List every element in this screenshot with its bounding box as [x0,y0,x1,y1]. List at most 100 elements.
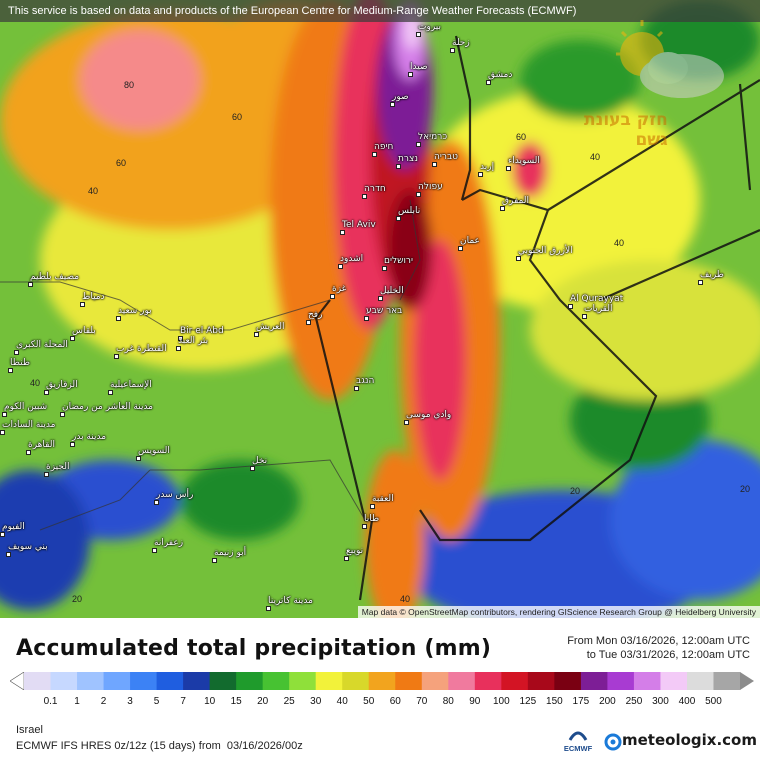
legend-swatch [686,672,714,690]
city-marker [408,72,413,77]
legend-value: 10 [204,696,216,707]
city-label: السويس [138,446,170,456]
legend-swatch [103,672,131,690]
legend-swatch [421,672,449,690]
legend-value: 2 [100,696,107,707]
city-marker [212,558,217,563]
city-marker [344,556,349,561]
city-label: נצרת [398,154,418,164]
city-marker [340,230,345,235]
city-marker [362,524,367,529]
legend-swatch [77,672,105,690]
city-label: Al Qurayyat [570,294,624,304]
contour-label: 20 [570,486,581,496]
ecmwf-notice: This service is based on data and produc… [0,0,760,22]
city-label: طنطا [10,358,31,368]
meteologix-icon [604,733,622,751]
watermark: חזק בעונת גשם [584,110,668,150]
legend-value: 80 [442,696,454,707]
city-marker [2,412,7,417]
city-marker [8,368,13,373]
legend-value: 400 [678,696,696,707]
city-label: חדרה [364,184,386,194]
city-marker [114,354,119,359]
city-label: المفرق [502,196,529,206]
legend-swatch [368,672,396,690]
city-label: اشدود [340,254,364,264]
contour-label: 20 [72,594,83,604]
legend-value: 125 [519,696,537,707]
legend-swatch [554,672,582,690]
city-marker [80,302,85,307]
city-label: صيدا [410,62,428,72]
chart-title: Accumulated total precipitation (mm) [16,636,492,661]
legend-value: 50 [363,696,375,707]
city-marker [136,456,141,461]
contour-label: 60 [516,132,527,142]
legend-value: 40 [336,696,348,707]
city-label: כרמיאל [418,132,448,142]
city-marker [516,256,521,261]
region-label: Israel [16,724,43,736]
city-marker [250,466,255,471]
ecmwf-logo[interactable]: ECMWF [560,728,596,756]
city-marker [70,336,75,341]
city-label: شبين الكوم [4,402,48,412]
city-marker [108,390,113,395]
city-label: Bir el Abd [180,326,224,336]
legend-swatch [183,672,211,690]
city-label: الفيوم [2,522,25,532]
city-label: أبو زنيمة [214,548,247,558]
city-label: مدينة كاترينا [268,596,313,606]
legend-arrow-left [10,672,25,690]
legend-swatch [633,672,661,690]
legend-value: 7 [180,696,186,707]
city-label: دمياط [82,292,105,302]
legend-labels: 0.1 1 2 3 5 7 10 15 20 25 30 40 50 60 70 80 90 100 125 150 1… [0,696,760,710]
legend-swatch [713,672,741,690]
city-label: الجيزة [46,462,70,472]
legend-swatch [289,672,317,690]
city-marker [478,172,483,177]
legend-arrow-right [740,672,754,690]
legend-value: 150 [546,696,563,707]
meteologix-text: meteologix.com [622,731,757,749]
from-date: From Mon 03/16/2026, 12:00am UTC [567,635,750,647]
city-marker [382,266,387,271]
city-label: المحلة الكبرى [16,340,68,350]
city-label: العريش [256,322,285,332]
city-marker [152,548,157,553]
city-label: مصيف بلطيم [30,272,80,282]
legend-value: 200 [599,696,616,707]
legend-swatch [342,672,370,690]
city-label: وادي موسى [406,410,452,420]
legend-value: 250 [625,696,643,707]
contour-label: 40 [590,152,601,162]
legend-swatch [501,672,529,690]
legend-value: 15 [230,696,242,707]
city-label: ירושלים [384,256,414,266]
legend-value: 0.1 [43,696,58,707]
contour-label: 80 [124,80,135,90]
city-marker [178,336,183,341]
legend-value: 300 [652,696,669,707]
city-marker [404,420,409,425]
city-marker [364,316,369,321]
city-marker [500,206,505,211]
city-marker [416,192,421,197]
city-label: بيروت [418,22,442,32]
city-label: مدينة بدر [72,432,107,442]
city-label: نويبع [346,546,364,556]
city-label: הנגב [356,376,375,386]
city-label: طريف [700,270,724,280]
city-label: طابا [364,514,380,524]
city-label: زحلة [452,38,470,48]
legend-swatch [24,672,52,690]
map-attribution[interactable]: Map data © OpenStreetMap contributors, r… [357,606,760,618]
legend-swatch [395,672,423,690]
city-label: חיפה [374,142,394,152]
legend-value: 90 [469,696,481,707]
contour-label: 40 [614,238,625,248]
precipitation-map[interactable]: This service is based on data and produc… [0,0,760,618]
city-marker [416,32,421,37]
